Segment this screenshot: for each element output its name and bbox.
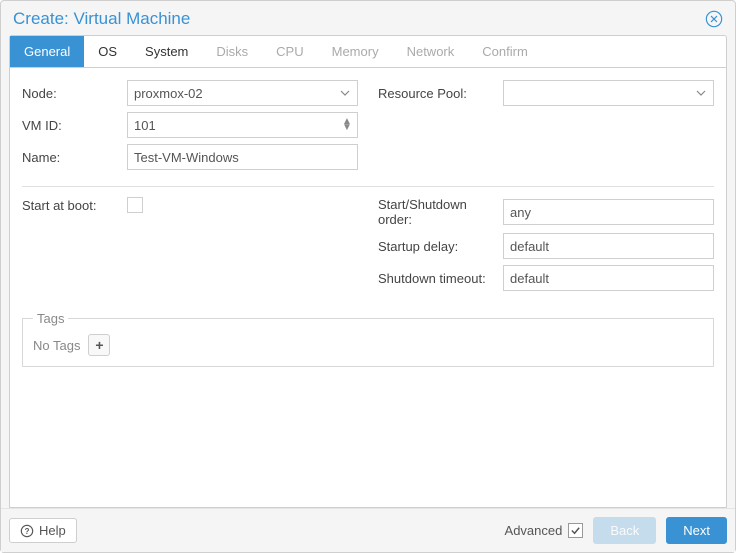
next-label: Next — [683, 523, 710, 538]
chevron-down-icon — [337, 88, 353, 98]
close-icon[interactable] — [705, 10, 723, 28]
form-panel: Node: proxmox-02 VM ID: 101 ▲▼ — [9, 68, 727, 508]
tab-confirm: Confirm — [468, 36, 542, 67]
advanced-label: Advanced — [505, 523, 563, 538]
label-name: Name: — [22, 150, 127, 165]
label-resource-pool: Resource Pool: — [378, 86, 503, 101]
back-button[interactable]: Back — [593, 517, 656, 544]
startup-delay-input[interactable] — [503, 233, 714, 259]
dialog-create-vm: Create: Virtual Machine General OS Syste… — [0, 0, 736, 553]
tab-general[interactable]: General — [10, 36, 84, 67]
plus-icon: + — [95, 337, 103, 353]
label-node: Node: — [22, 86, 127, 101]
vmid-value: 101 — [134, 118, 156, 133]
divider — [22, 186, 714, 187]
form-col-left: Node: proxmox-02 VM ID: 101 ▲▼ — [22, 80, 358, 176]
tags-legend: Tags — [33, 311, 68, 326]
shutdown-timeout-input[interactable] — [503, 265, 714, 291]
resource-pool-select[interactable] — [503, 80, 714, 106]
advanced-checkbox[interactable] — [568, 523, 583, 538]
label-vmid: VM ID: — [22, 118, 127, 133]
tab-cpu: CPU — [262, 36, 317, 67]
label-shutdown-timeout: Shutdown timeout: — [378, 271, 503, 286]
form-grid-advanced: Start at boot: Start/Shutdown order: Sta… — [22, 197, 714, 297]
tab-os[interactable]: OS — [84, 36, 131, 67]
tab-network: Network — [393, 36, 469, 67]
add-tag-button[interactable]: + — [88, 334, 110, 356]
help-button[interactable]: ? Help — [9, 518, 77, 543]
form-col-right: Resource Pool: — [378, 80, 714, 176]
start-at-boot-checkbox[interactable] — [127, 197, 143, 213]
next-button[interactable]: Next — [666, 517, 727, 544]
tags-fieldset: Tags No Tags + — [22, 311, 714, 367]
node-select[interactable]: proxmox-02 — [127, 80, 358, 106]
back-label: Back — [610, 523, 639, 538]
dialog-title: Create: Virtual Machine — [13, 9, 190, 29]
dialog-footer: ? Help Advanced Back Next — [1, 508, 735, 552]
label-start-order: Start/Shutdown order: — [378, 197, 503, 227]
label-startup-delay: Startup delay: — [378, 239, 503, 254]
tab-disks: Disks — [202, 36, 262, 67]
adv-col-right: Start/Shutdown order: Startup delay: Shu… — [378, 197, 714, 297]
tags-empty-text: No Tags — [33, 338, 80, 353]
label-start-at-boot: Start at boot: — [22, 198, 127, 213]
titlebar: Create: Virtual Machine — [1, 1, 735, 35]
spinner-arrows-icon: ▲▼ — [341, 119, 353, 131]
name-input[interactable] — [127, 144, 358, 170]
tab-system[interactable]: System — [131, 36, 202, 67]
tab-memory: Memory — [318, 36, 393, 67]
svg-text:?: ? — [25, 527, 30, 536]
adv-col-left: Start at boot: — [22, 197, 358, 297]
help-icon: ? — [20, 524, 34, 538]
node-select-value: proxmox-02 — [134, 86, 203, 101]
advanced-toggle[interactable]: Advanced — [505, 523, 584, 538]
start-order-input[interactable] — [503, 199, 714, 225]
form-grid-main: Node: proxmox-02 VM ID: 101 ▲▼ — [22, 80, 714, 176]
vmid-spinner[interactable]: 101 ▲▼ — [127, 112, 358, 138]
help-label: Help — [39, 523, 66, 538]
wizard-tabs: General OS System Disks CPU Memory Netwo… — [9, 35, 727, 68]
chevron-down-icon — [693, 88, 709, 98]
